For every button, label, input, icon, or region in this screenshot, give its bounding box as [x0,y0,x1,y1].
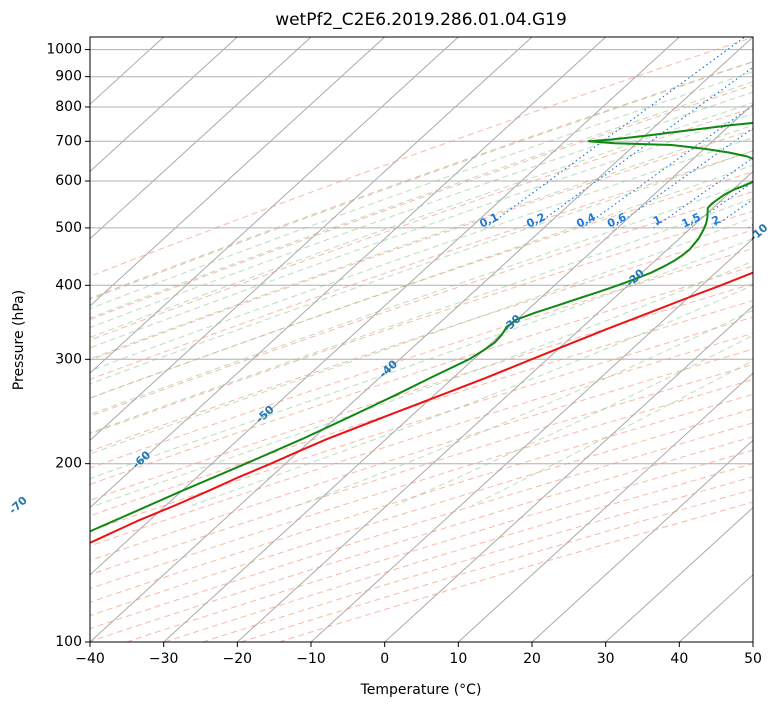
y-tick-label: 200 [55,456,82,472]
isobar-gridlines [90,49,753,642]
temperature-profile [90,271,753,544]
x-tick-label: −10 [296,651,326,667]
y-axis-label: Pressure (hPa) [11,290,27,390]
dry-adiabat [90,129,753,361]
moist-adiabat [191,284,753,506]
x-tick-label: −20 [223,651,253,667]
mixing-ratio-line [687,181,753,229]
dry-adiabat [90,422,753,630]
isotherm [90,37,753,642]
moist-adiabat [90,216,753,455]
moist-adiabat [90,237,753,480]
y-tick-label: 400 [55,277,82,293]
dry-adiabat [90,107,753,341]
dry-adiabat [90,229,753,452]
isotherm [90,37,386,307]
dry-adiabat [90,378,753,590]
dry-adiabat [278,501,753,642]
dry-adiabat [90,408,753,617]
isotherm [90,37,533,442]
y-tick-label: 100 [55,634,82,650]
mixing-ratio-line [653,157,753,229]
x-tick-label: −40 [75,651,105,667]
isotherm [90,37,312,240]
mixing-ratio-line [612,127,753,229]
y-axis: 100 200 300 400 500 600 700 800 900 1000 [46,42,90,650]
isotherm [90,37,238,173]
isotherm [90,37,680,576]
dry-adiabat [90,316,753,532]
y-tick-label: 300 [55,351,82,367]
profile-series [90,121,753,544]
x-axis: −40 −30 −20 −10 0 10 20 30 40 50 [75,642,762,667]
moist-adiabat [297,309,753,506]
x-tick-label: 50 [744,651,762,667]
background-lines [90,37,753,642]
x-tick-label: 40 [670,651,688,667]
isotherm [605,506,753,642]
isotherm [531,439,753,642]
isotherm [90,37,607,509]
x-tick-label: 20 [523,651,541,667]
isotherm [310,237,753,642]
dry-adiabat [90,37,753,277]
moist-adiabat [90,81,753,319]
dry-adiabat [90,348,753,561]
x-tick-label: −30 [149,651,179,667]
isotherm [384,305,753,642]
isotherm [236,170,753,642]
mixing-ratio-line [531,66,753,229]
moist-adiabat [90,197,753,434]
dry-adiabat [90,84,753,321]
y-tick-label: 500 [55,220,82,236]
x-tick-label: 30 [597,651,615,667]
moist-adiabat [90,164,753,399]
moist-adiabat [90,91,753,329]
moist-adiabat [95,260,753,506]
moist-adiabat [90,180,753,415]
y-tick-label: 1000 [46,42,82,58]
moist-adiabat [90,113,753,349]
dry-adiabat [202,476,753,642]
x-tick-label: 0 [380,651,389,667]
dry-adiabat [90,191,753,417]
y-tick-label: 700 [55,133,82,149]
moist-adiabat [90,61,753,301]
dry-adiabat [126,449,753,642]
mixing-ratio-line [581,104,753,229]
dewpoint-profile [90,121,753,533]
y-tick-label: 600 [55,173,82,189]
isotherm [457,372,753,642]
y-tick-label: 900 [55,69,82,85]
moist-adiabat [90,102,753,338]
dry-adiabat [90,265,753,485]
y-tick-label: 800 [55,99,82,115]
isotherm [163,103,753,642]
x-tick-label: 10 [449,651,467,667]
isotherm [90,37,459,374]
dry-adiabat [90,300,753,517]
chart-title: wetPf2_C2E6.2019.286.01.04.G19 [275,10,567,30]
moist-adiabat [90,71,753,310]
x-axis-label: Temperature (°C) [360,682,482,698]
plot-frame [89,36,754,643]
